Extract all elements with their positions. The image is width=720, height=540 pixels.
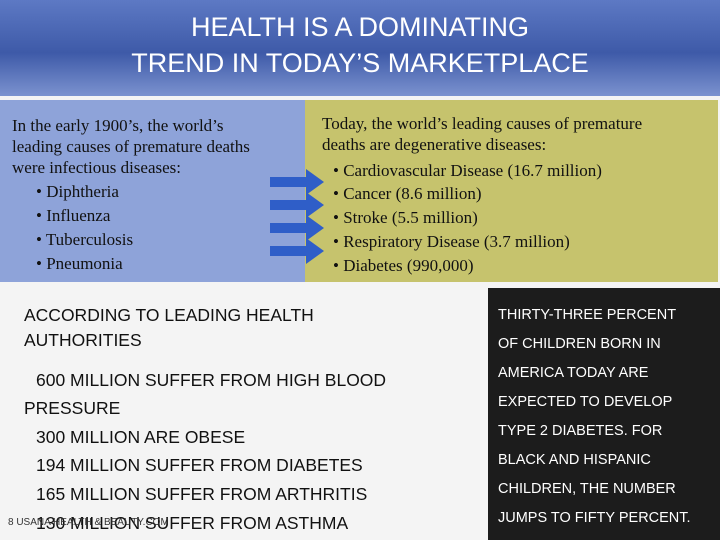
stat-line: 194 MILLION SUFFER FROM DIABETES	[36, 455, 363, 475]
right-column-line: CHILDREN, THE NUMBER	[498, 481, 676, 497]
left-item: • Diphtheria	[36, 182, 119, 201]
right-column-line: AMERICA TODAY ARE	[498, 365, 649, 381]
left-intro: were infectious diseases:	[12, 158, 181, 177]
right-intro: deaths are degenerative diseases:	[322, 135, 547, 154]
arrow	[270, 169, 324, 195]
right-column-line: THIRTY-THREE PERCENT	[498, 307, 677, 323]
right-intro: Today, the world’s leading causes of pre…	[322, 114, 643, 133]
title-line: HEALTH IS A DOMINATING	[190, 12, 530, 42]
left-item: • Tuberculosis	[36, 230, 134, 249]
heading-line: AUTHORITIES	[24, 330, 142, 350]
stat-line: 130 MILLION SUFFER FROM ASTHMA	[36, 513, 349, 533]
footer: 8 USANA HEALTH & BEAUTY.COM	[8, 517, 169, 528]
stat-line: 165 MILLION SUFFER FROM ARTHRITIS	[36, 484, 368, 504]
right-column	[488, 288, 720, 540]
stat-line: PRESSURE	[24, 398, 121, 418]
right-item: • Respiratory Disease (3.7 million)	[333, 232, 570, 251]
right-box	[305, 100, 718, 282]
arrow-group	[270, 169, 324, 264]
right-item: • Stroke (5.5 million)	[333, 208, 478, 227]
stat-line: 300 MILLION ARE OBESE	[36, 427, 246, 447]
right-item: • Diabetes (990,000)	[333, 256, 474, 275]
stat-line: 600 MILLION SUFFER FROM HIGH BLOOD	[36, 370, 387, 390]
right-column-line: TYPE 2 DIABETES. FOR	[498, 423, 663, 439]
right-column-line: BLACK AND HISPANIC	[498, 452, 651, 468]
arrow	[270, 215, 324, 241]
right-column-line: EXPECTED TO DEVELOP	[498, 394, 673, 410]
left-intro: leading causes of premature deaths	[12, 137, 250, 156]
right-column-line: OF CHILDREN BORN IN	[498, 336, 661, 352]
arrow	[270, 192, 324, 218]
title-band	[0, 0, 720, 96]
left-item: • Influenza	[36, 206, 111, 225]
right-item: • Cancer (8.6 million)	[333, 184, 482, 203]
left-box	[0, 100, 305, 282]
left-item: • Pneumonia	[36, 254, 123, 273]
arrow	[270, 238, 324, 264]
title-line: TREND IN TODAY’S MARKETPLACE	[131, 48, 589, 78]
right-column-line: JUMPS TO FIFTY PERCENT.	[498, 510, 691, 526]
right-item: • Cardiovascular Disease (16.7 million)	[333, 161, 602, 180]
arrows	[270, 169, 324, 264]
heading-line: ACCORDING TO LEADING HEALTH	[24, 305, 314, 325]
left-intro: In the early 1900’s, the world’s	[12, 116, 224, 135]
